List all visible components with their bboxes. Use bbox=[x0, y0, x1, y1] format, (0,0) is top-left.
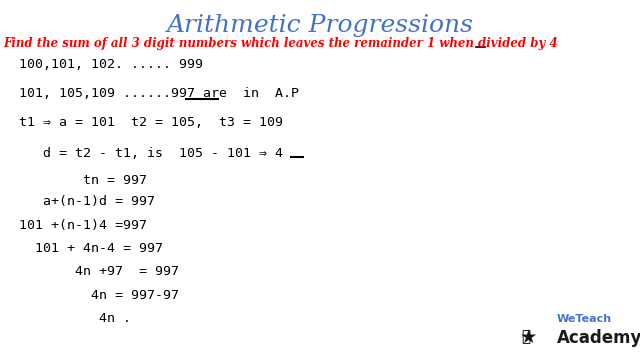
Text: WeTeach: WeTeach bbox=[557, 314, 612, 324]
Text: 101 + 4n-4 = 997: 101 + 4n-4 = 997 bbox=[19, 242, 163, 255]
Text: 4n +97  = 997: 4n +97 = 997 bbox=[19, 265, 179, 278]
Text: 100,101, 102. ..... 999: 100,101, 102. ..... 999 bbox=[19, 58, 204, 71]
Text: Academy: Academy bbox=[557, 329, 640, 347]
Text: a+(n-1)d = 997: a+(n-1)d = 997 bbox=[19, 195, 155, 208]
Text: 101 +(n-1)4 =997: 101 +(n-1)4 =997 bbox=[19, 219, 147, 231]
Text: Find the sum of all 3 digit numbers which leaves the remainder 1 when divided by: Find the sum of all 3 digit numbers whic… bbox=[3, 37, 558, 50]
Text: 101, 105,109 ......997 are  in  A.P: 101, 105,109 ......997 are in A.P bbox=[19, 87, 300, 100]
Text: d = t2 - t1, is  105 - 101 ⇒ 4: d = t2 - t1, is 105 - 101 ⇒ 4 bbox=[19, 147, 283, 159]
Text: ★: ★ bbox=[519, 328, 537, 347]
Text: 🎓: 🎓 bbox=[522, 329, 531, 345]
Text: Arithmetic Progressions: Arithmetic Progressions bbox=[166, 14, 474, 37]
Text: 4n = 997-97: 4n = 997-97 bbox=[19, 289, 179, 302]
Text: t1 ⇒ a = 101  t2 = 105,  t3 = 109: t1 ⇒ a = 101 t2 = 105, t3 = 109 bbox=[19, 116, 283, 129]
Text: tn = 997: tn = 997 bbox=[19, 174, 147, 186]
Text: 4n .: 4n . bbox=[19, 312, 131, 325]
